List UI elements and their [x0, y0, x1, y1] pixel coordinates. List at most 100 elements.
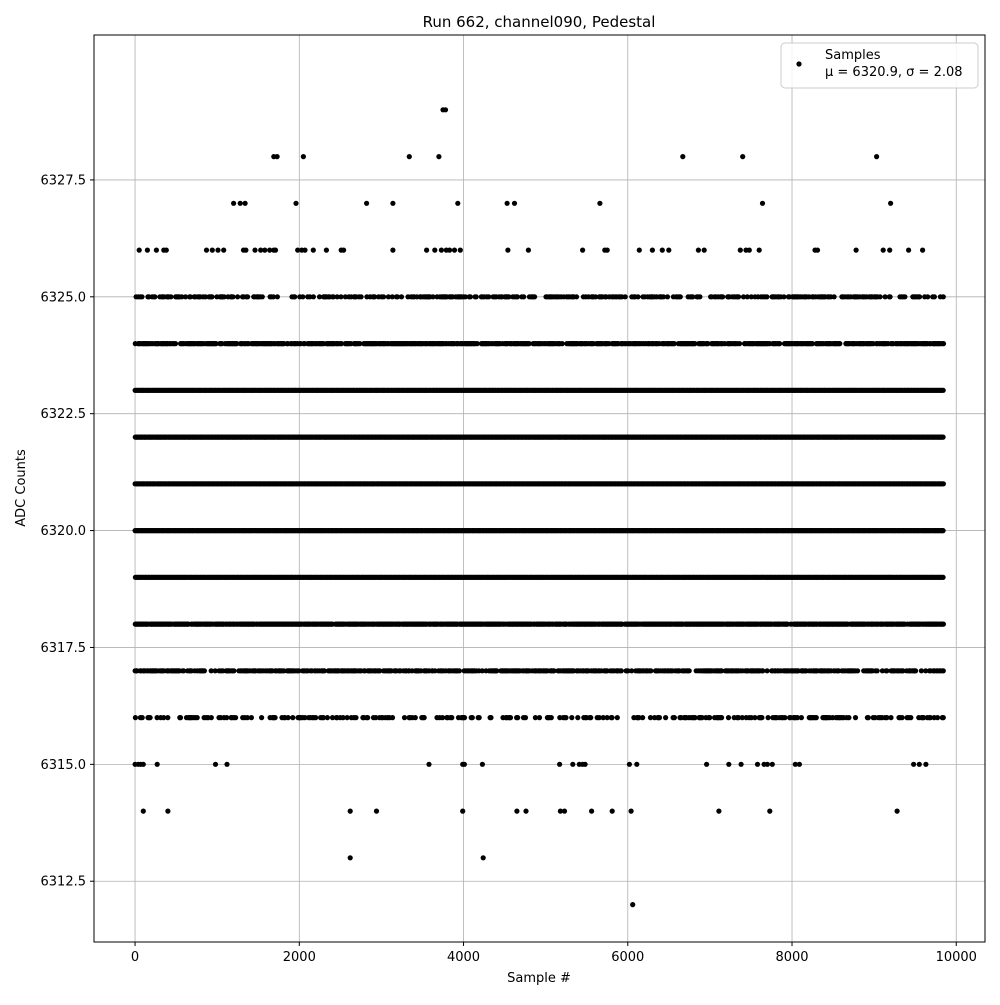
data-point	[512, 201, 517, 206]
data-point	[878, 294, 883, 299]
data-point	[210, 248, 215, 253]
data-point	[760, 201, 765, 206]
data-point	[359, 294, 364, 299]
data-point	[941, 341, 946, 346]
data-point	[262, 248, 267, 253]
data-point	[736, 294, 741, 299]
data-point	[747, 248, 752, 253]
data-point	[235, 294, 240, 299]
data-point	[154, 248, 159, 253]
data-point	[137, 248, 142, 253]
data-point	[238, 201, 243, 206]
plot-area-background	[94, 35, 985, 942]
data-point	[292, 294, 297, 299]
data-point	[399, 294, 404, 299]
data-point	[439, 248, 444, 253]
data-point	[381, 294, 386, 299]
data-point	[302, 248, 307, 253]
data-point	[168, 294, 173, 299]
data-point	[390, 248, 395, 253]
data-point	[888, 294, 893, 299]
data-point	[740, 154, 745, 159]
data-point	[888, 201, 893, 206]
data-point	[301, 154, 306, 159]
data-point	[275, 294, 280, 299]
data-point	[665, 294, 670, 299]
data-point	[920, 248, 925, 253]
data-point	[874, 154, 879, 159]
data-point	[764, 294, 769, 299]
data-point	[215, 248, 220, 253]
data-point	[777, 341, 782, 346]
data-point	[145, 248, 150, 253]
data-point	[941, 481, 946, 486]
data-point	[623, 294, 628, 299]
data-point	[941, 388, 946, 393]
data-point	[881, 248, 886, 253]
data-point	[605, 248, 610, 253]
data-point	[832, 294, 837, 299]
data-point	[738, 248, 743, 253]
data-point	[164, 248, 169, 253]
data-point	[635, 294, 640, 299]
data-point	[702, 248, 707, 253]
data-point	[597, 201, 602, 206]
data-point	[204, 248, 209, 253]
data-point	[720, 294, 725, 299]
data-point	[447, 248, 452, 253]
data-point	[152, 294, 157, 299]
data-point	[941, 435, 946, 440]
data-point	[650, 248, 655, 253]
data-point	[252, 248, 257, 253]
data-point	[925, 294, 930, 299]
data-point	[757, 248, 762, 253]
data-point	[932, 294, 937, 299]
data-point	[468, 294, 473, 299]
data-point	[574, 294, 579, 299]
data-point	[521, 294, 526, 299]
data-point	[245, 294, 250, 299]
data-point	[452, 248, 457, 253]
data-point	[275, 154, 280, 159]
data-point	[580, 248, 585, 253]
data-point	[781, 294, 786, 299]
data-point	[887, 248, 892, 253]
data-point	[243, 201, 248, 206]
data-point	[424, 248, 429, 253]
data-point	[505, 248, 510, 253]
data-point	[815, 248, 820, 253]
data-point	[407, 154, 412, 159]
data-point	[941, 528, 946, 533]
data-point	[173, 341, 178, 346]
data-point	[139, 294, 144, 299]
data-point	[526, 248, 531, 253]
data-point	[390, 201, 395, 206]
data-point	[311, 248, 316, 253]
data-point	[474, 294, 479, 299]
data-point	[311, 294, 316, 299]
data-point	[243, 248, 248, 253]
data-point	[364, 201, 369, 206]
data-point	[666, 248, 671, 253]
data-point	[293, 201, 298, 206]
data-point	[221, 248, 226, 253]
data-point	[697, 294, 702, 299]
data-point	[300, 294, 305, 299]
data-point	[432, 248, 437, 253]
data-point	[273, 248, 278, 253]
data-point	[906, 248, 911, 253]
data-point	[209, 294, 214, 299]
data-point	[341, 248, 346, 253]
data-point	[443, 107, 448, 112]
data-point	[678, 294, 683, 299]
data-point	[837, 341, 842, 346]
data-point	[455, 201, 460, 206]
data-point	[230, 294, 235, 299]
data-point	[660, 248, 665, 253]
data-point	[941, 294, 946, 299]
data-point	[436, 154, 441, 159]
data-point	[637, 248, 642, 253]
data-point	[902, 294, 907, 299]
